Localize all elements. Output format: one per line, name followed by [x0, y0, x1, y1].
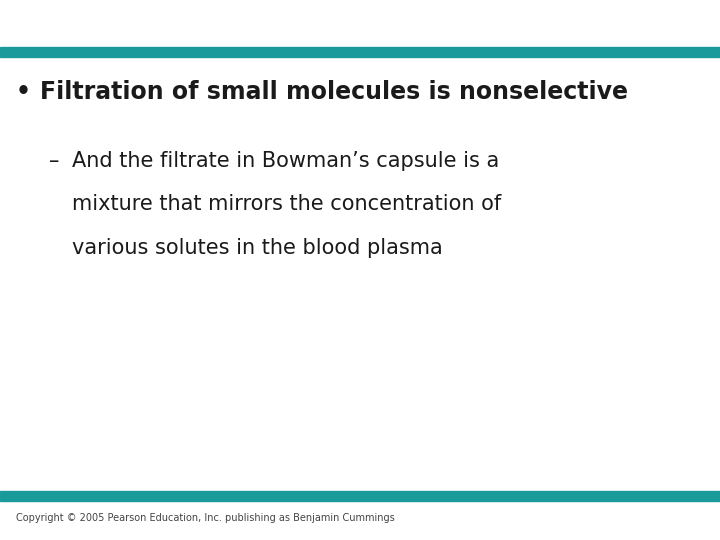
Text: various solutes in the blood plasma: various solutes in the blood plasma — [72, 238, 443, 258]
Bar — [0, 47, 720, 57]
Text: •: • — [16, 80, 30, 104]
Text: mixture that mirrors the concentration of: mixture that mirrors the concentration o… — [72, 194, 501, 214]
Text: And the filtrate in Bowman’s capsule is a: And the filtrate in Bowman’s capsule is … — [72, 151, 499, 171]
Text: Copyright © 2005 Pearson Education, Inc. publishing as Benjamin Cummings: Copyright © 2005 Pearson Education, Inc.… — [16, 514, 395, 523]
Text: Filtration of small molecules is nonselective: Filtration of small molecules is nonsele… — [40, 80, 628, 104]
Text: –: – — [49, 151, 59, 171]
Bar — [0, 491, 720, 501]
